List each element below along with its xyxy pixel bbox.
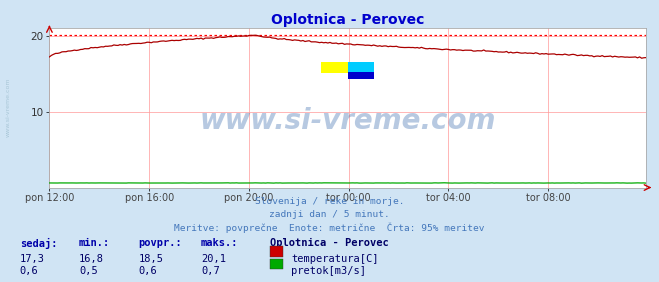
Text: 0,6: 0,6	[138, 266, 157, 276]
Text: 20,1: 20,1	[201, 254, 226, 264]
Text: 0,5: 0,5	[79, 266, 98, 276]
Text: 17,3: 17,3	[20, 254, 45, 264]
Text: www.si-vreme.com: www.si-vreme.com	[200, 107, 496, 135]
Text: povpr.:: povpr.:	[138, 238, 182, 248]
FancyBboxPatch shape	[348, 72, 374, 79]
Text: min.:: min.:	[79, 238, 110, 248]
Text: zadnji dan / 5 minut.: zadnji dan / 5 minut.	[269, 210, 390, 219]
Text: maks.:: maks.:	[201, 238, 239, 248]
Text: Meritve: povprečne  Enote: metrične  Črta: 95% meritev: Meritve: povprečne Enote: metrične Črta:…	[174, 223, 485, 233]
Text: 0,7: 0,7	[201, 266, 219, 276]
Text: 0,6: 0,6	[20, 266, 38, 276]
FancyBboxPatch shape	[321, 62, 348, 73]
Text: sedaj:: sedaj:	[20, 238, 57, 249]
FancyBboxPatch shape	[348, 62, 374, 73]
Text: 18,5: 18,5	[138, 254, 163, 264]
Text: Slovenija / reke in morje.: Slovenija / reke in morje.	[255, 197, 404, 206]
Text: pretok[m3/s]: pretok[m3/s]	[291, 266, 366, 276]
Text: Oplotnica - Perovec: Oplotnica - Perovec	[270, 238, 389, 248]
Text: www.si-vreme.com: www.si-vreme.com	[6, 78, 11, 137]
Text: 16,8: 16,8	[79, 254, 104, 264]
Text: temperatura[C]: temperatura[C]	[291, 254, 379, 264]
Title: Oplotnica - Perovec: Oplotnica - Perovec	[271, 13, 424, 27]
